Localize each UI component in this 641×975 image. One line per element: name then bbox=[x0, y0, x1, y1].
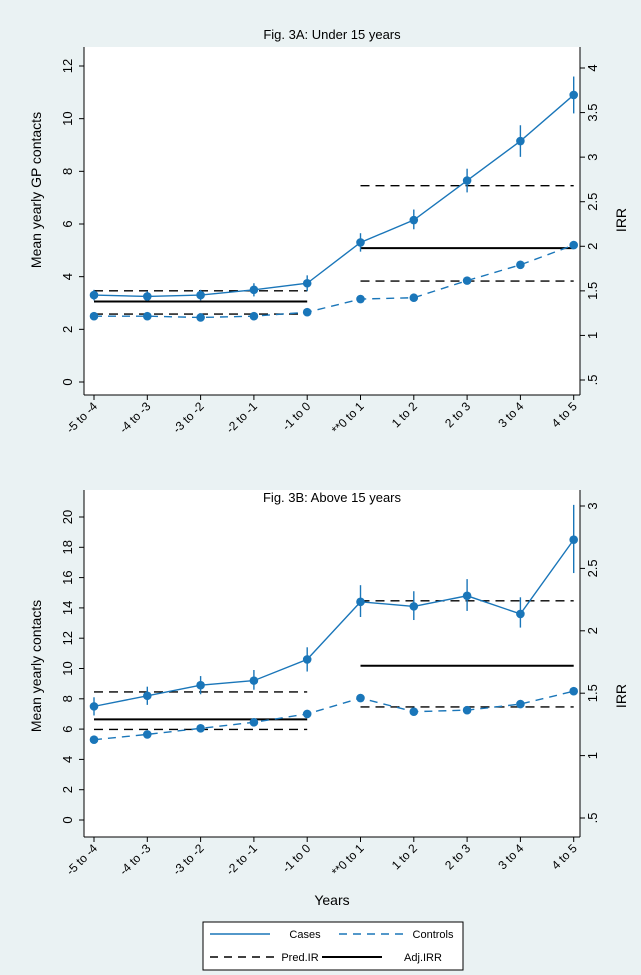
y-tick-label-a: 0 bbox=[60, 378, 75, 385]
cases-point-b bbox=[516, 609, 525, 619]
y2-axis-label-b: IRR bbox=[613, 684, 629, 708]
cases-point-a bbox=[409, 215, 419, 225]
controls-point-b bbox=[143, 730, 152, 739]
y2-tick-label-b: 2.5 bbox=[585, 559, 600, 577]
cases-point-a bbox=[462, 176, 472, 185]
cases-point-a bbox=[356, 238, 365, 247]
y2-tick-label-b: 1 bbox=[585, 752, 600, 759]
x-axis-label-b: Years bbox=[314, 892, 349, 908]
cases-line-a bbox=[93, 94, 575, 298]
controls-point-b bbox=[302, 709, 312, 719]
cases-point-a bbox=[143, 292, 152, 301]
y-tick-label-b: 14 bbox=[60, 601, 75, 615]
y-tick-label-b: 18 bbox=[60, 540, 75, 554]
y2-axis-label-a: IRR bbox=[613, 208, 629, 232]
legend-label-pred-ir: Pred.IR bbox=[281, 952, 318, 964]
controls-point-a bbox=[409, 293, 419, 303]
cases-point-b bbox=[569, 535, 578, 545]
controls-point-a bbox=[89, 311, 99, 321]
controls-point-b bbox=[409, 707, 419, 716]
controls-point-a bbox=[196, 313, 205, 322]
y-tick-label-a: 2 bbox=[60, 326, 75, 333]
y-tick-label-b: 0 bbox=[60, 816, 75, 823]
legend-label-adj-irr: Adj.IRR bbox=[404, 952, 442, 964]
plot-area-a bbox=[84, 47, 580, 395]
plot-area-b bbox=[84, 490, 580, 837]
controls-point-a bbox=[356, 294, 365, 304]
y-tick-label-a: 6 bbox=[60, 220, 75, 227]
y2-tick-label-b: .5 bbox=[585, 813, 600, 824]
cases-point-b bbox=[89, 702, 99, 711]
y-tick-label-b: 8 bbox=[60, 695, 75, 702]
controls-point-a bbox=[569, 240, 578, 250]
y2-tick-label-b: 2 bbox=[585, 627, 600, 634]
y-tick-label-a: 10 bbox=[60, 111, 75, 125]
y-axis-label-b: Mean yearly contacts bbox=[28, 600, 44, 732]
cases-point-b bbox=[302, 655, 312, 664]
chart-title-b: Fig. 3B: Above 15 years bbox=[263, 490, 402, 505]
cases-point-a bbox=[302, 278, 312, 288]
cases-point-a bbox=[196, 290, 205, 300]
y-tick-label-a: 12 bbox=[60, 59, 75, 73]
controls-point-b bbox=[249, 717, 259, 727]
legend-label-cases: Cases bbox=[289, 929, 321, 941]
y2-tick-label-b: 1.5 bbox=[585, 684, 600, 702]
cases-point-b bbox=[462, 591, 472, 601]
controls-point-b bbox=[569, 686, 578, 696]
controls-point-a bbox=[516, 260, 525, 270]
y2-tick-label-a: 1 bbox=[585, 332, 600, 339]
cases-point-a bbox=[516, 136, 525, 146]
y-tick-label-a: 4 bbox=[60, 273, 75, 280]
y-tick-label-b: 16 bbox=[60, 570, 75, 584]
controls-line-a bbox=[94, 244, 574, 319]
cases-point-a bbox=[89, 290, 99, 300]
y-tick-label-b: 4 bbox=[60, 756, 75, 763]
controls-point-b bbox=[89, 735, 99, 745]
y-tick-label-b: 2 bbox=[60, 786, 75, 793]
controls-point-b bbox=[516, 699, 525, 709]
y2-tick-label-a: 3.5 bbox=[585, 104, 600, 122]
cases-point-b bbox=[356, 597, 365, 607]
chart-title-a: Fig. 3A: Under 15 years bbox=[263, 27, 401, 42]
cases-point-a bbox=[569, 90, 578, 100]
y2-tick-label-a: 1.5 bbox=[585, 282, 600, 300]
cases-point-b bbox=[196, 680, 205, 690]
controls-point-a bbox=[302, 307, 312, 317]
legend: Cases Controls Pred.IR Adj.IRR bbox=[202, 921, 464, 971]
controls-point-b bbox=[196, 724, 205, 733]
controls-point-b bbox=[356, 693, 365, 703]
y-tick-label-b: 20 bbox=[60, 510, 75, 524]
cases-point-b bbox=[249, 676, 259, 685]
legend-label-controls: Controls bbox=[413, 929, 454, 941]
cases-point-b bbox=[143, 691, 152, 701]
controls-point-b bbox=[462, 705, 472, 715]
controls-point-a bbox=[462, 276, 472, 285]
cases-point-a bbox=[249, 285, 259, 295]
cases-point-b bbox=[409, 602, 419, 611]
y2-tick-label-a: 2.5 bbox=[585, 193, 600, 211]
legend-box bbox=[202, 921, 464, 971]
controls-line-b bbox=[93, 690, 574, 741]
cases-line-b bbox=[93, 539, 575, 708]
y-axis-label-a: Mean yearly GP contacts bbox=[28, 112, 44, 268]
y2-tick-label-a: 3 bbox=[585, 154, 600, 161]
y-tick-label-b: 6 bbox=[60, 725, 75, 732]
y-tick-label-b: 10 bbox=[60, 661, 75, 675]
controls-point-a bbox=[249, 311, 259, 321]
y2-tick-label-a: 4 bbox=[585, 64, 600, 71]
y2-tick-label-a: .5 bbox=[585, 375, 600, 386]
y-tick-label-b: 12 bbox=[60, 631, 75, 645]
y2-tick-label-b: 3 bbox=[585, 502, 600, 509]
y-tick-label-a: 8 bbox=[60, 168, 75, 175]
panel-a: Fig. 3A: Under 15 years Mean yearly GP c… bbox=[28, 27, 629, 437]
y2-tick-label-a: 2 bbox=[585, 243, 600, 250]
controls-point-a bbox=[143, 311, 152, 321]
